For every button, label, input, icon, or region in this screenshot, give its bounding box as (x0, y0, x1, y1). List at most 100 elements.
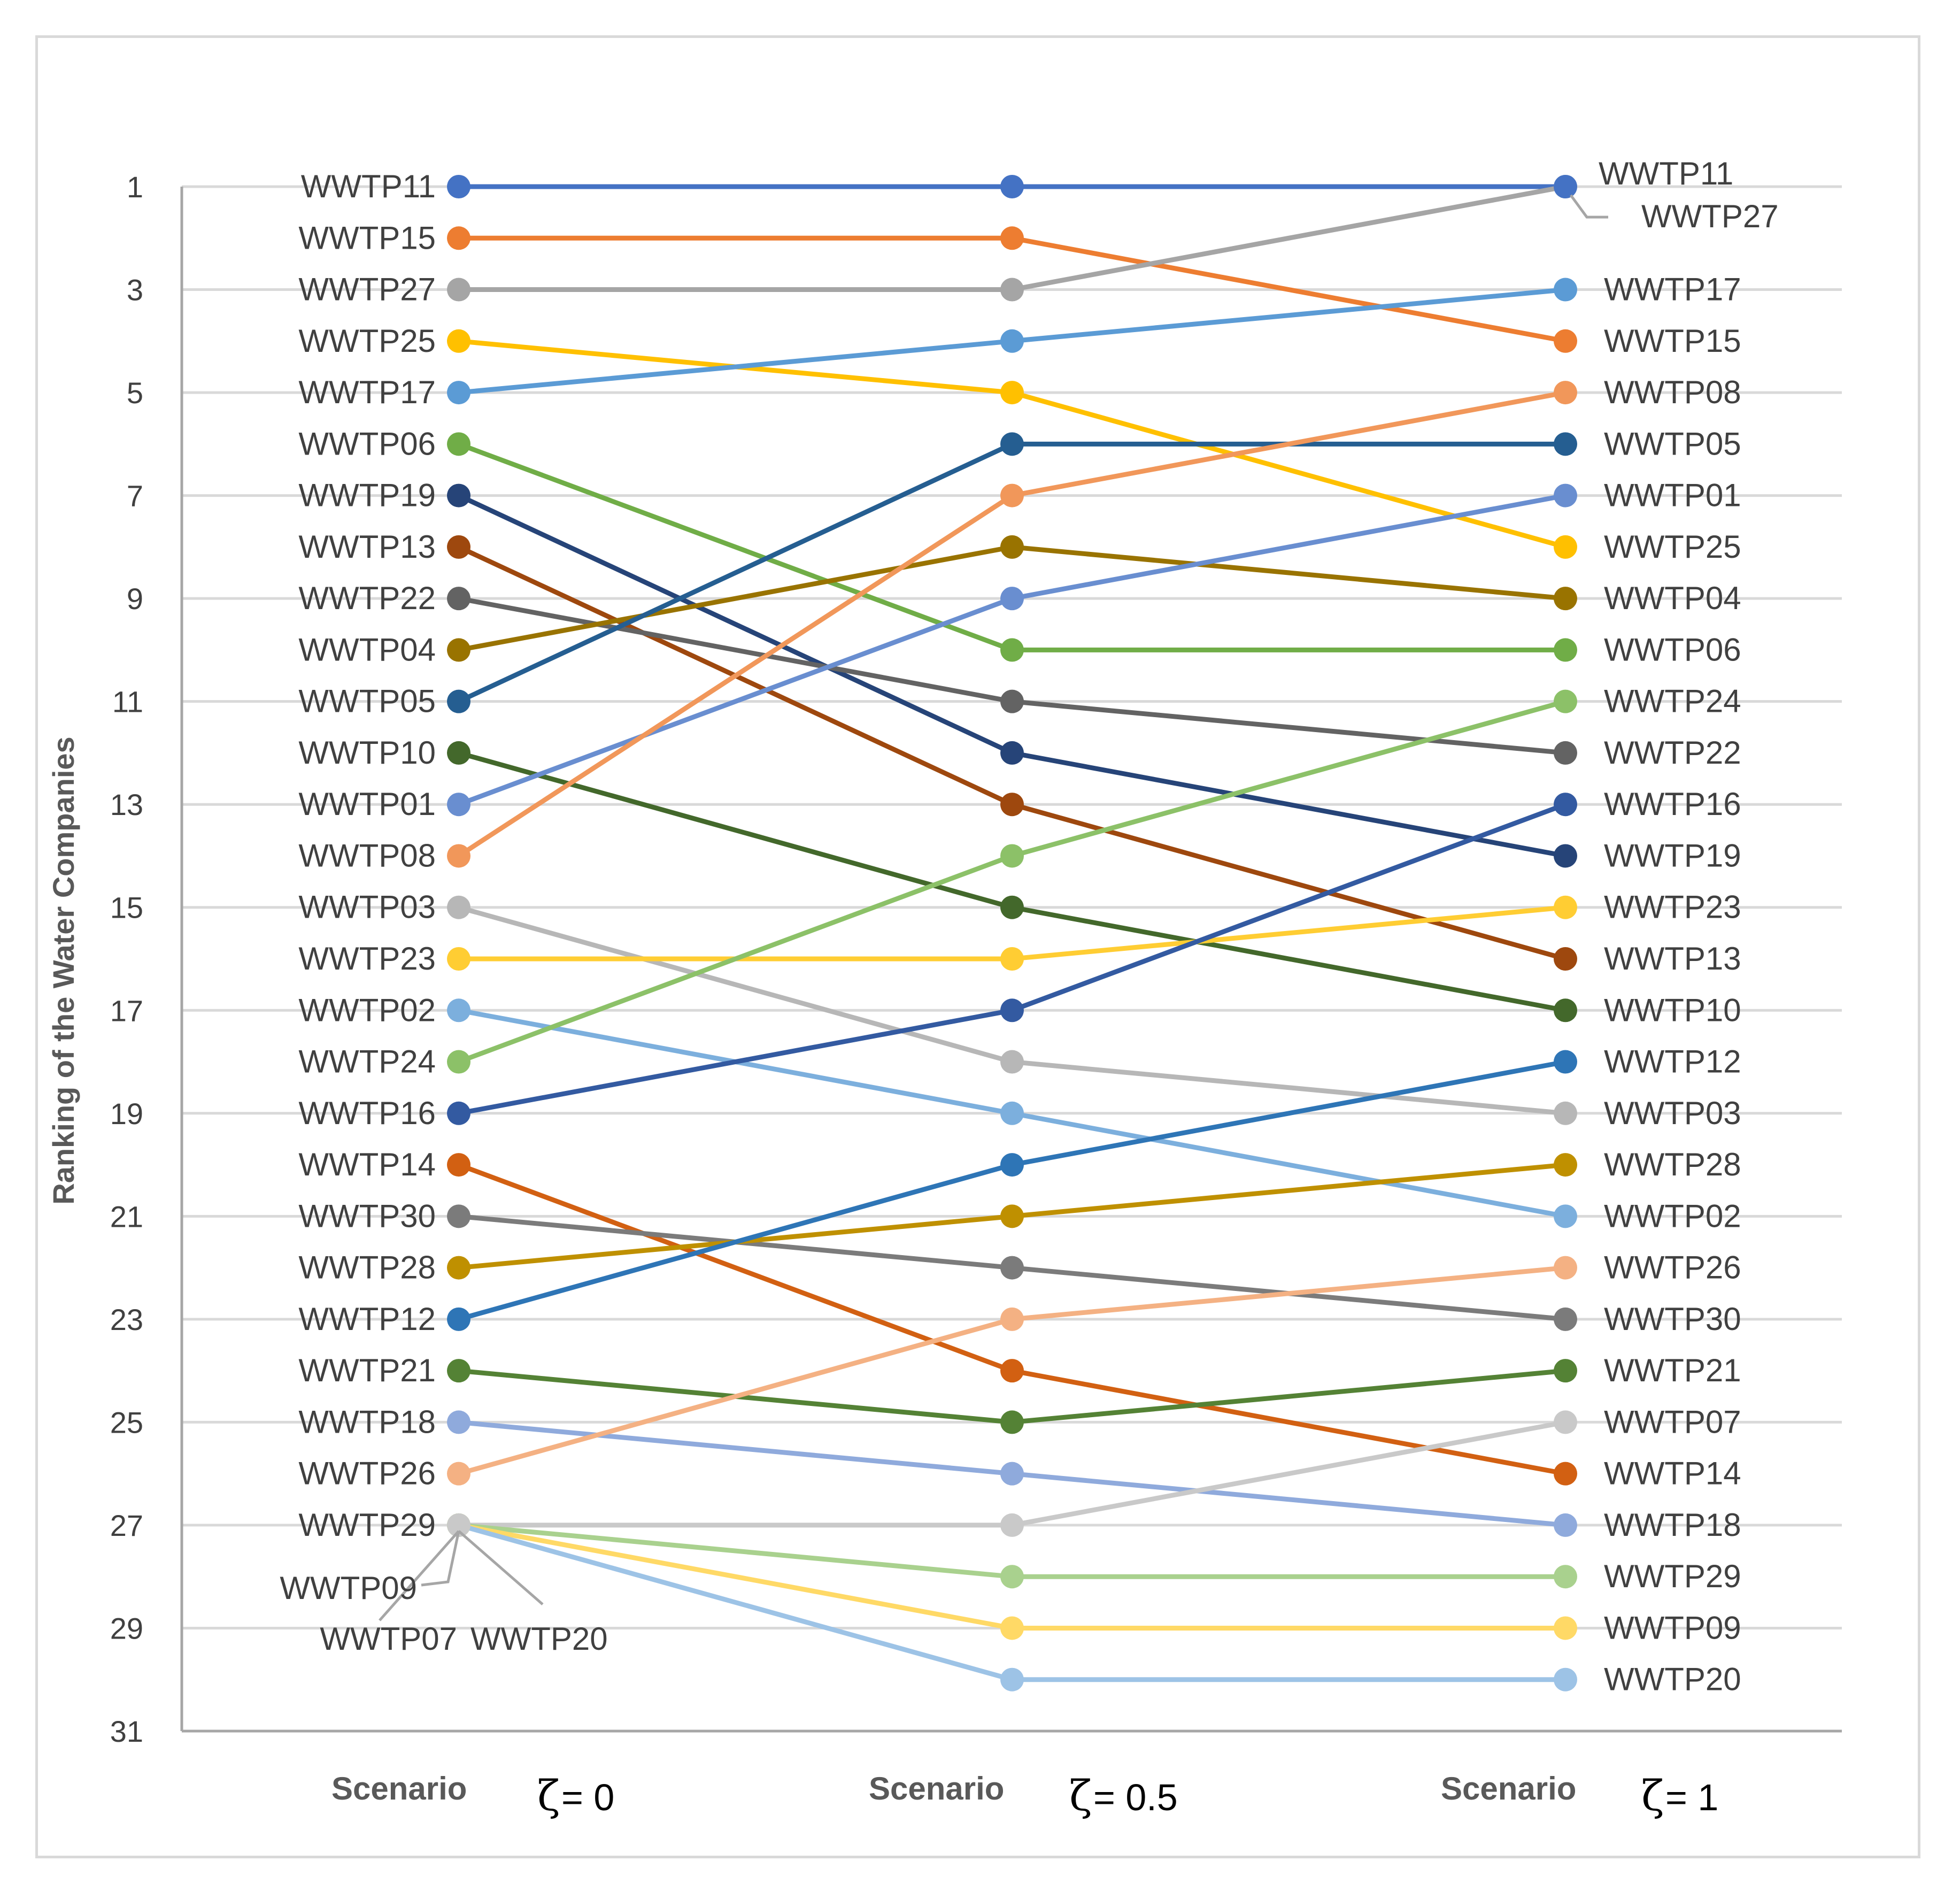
label-left-wwtp13: WWTP13 (298, 529, 436, 565)
y-tick-label: 19 (110, 1097, 143, 1131)
y-tick-label: 29 (110, 1611, 143, 1645)
data-point-wwtp01 (1554, 483, 1577, 508)
data-point-wwtp24 (1554, 689, 1577, 713)
data-point-wwtp11 (1554, 175, 1577, 198)
y-tick-label: 21 (110, 1200, 143, 1233)
data-point-wwtp24 (1000, 844, 1024, 868)
data-point-wwtp22 (1000, 689, 1024, 713)
data-point-wwtp30 (447, 1204, 470, 1228)
data-point-wwtp23 (447, 947, 470, 971)
label-right-wwtp13: WWTP13 (1604, 941, 1741, 977)
label-left-wwtp05: WWTP05 (298, 683, 436, 719)
y-tick-label: 5 (127, 376, 143, 410)
data-point-wwtp25 (447, 329, 470, 353)
data-point-wwtp07 (1554, 1410, 1577, 1434)
data-point-wwtp06 (447, 432, 470, 456)
data-point-wwtp19 (447, 483, 470, 508)
data-point-wwtp17 (447, 381, 470, 405)
y-tick-label: 1 (127, 170, 143, 204)
x-category-label-zeta: ζ (537, 1772, 560, 1820)
data-point-wwtp04 (447, 638, 470, 662)
data-point-wwtp18 (1554, 1513, 1577, 1537)
data-point-wwtp29 (1000, 1565, 1024, 1589)
y-tick-label: 31 (110, 1715, 143, 1748)
leader-line (458, 1530, 544, 1605)
label-right-wwtp18: WWTP18 (1604, 1507, 1741, 1543)
leader-line (379, 1530, 460, 1621)
data-point-wwtp18 (447, 1410, 470, 1434)
data-point-wwtp24 (447, 1050, 470, 1074)
y-tick-label: 25 (110, 1405, 143, 1439)
label-right-wwtp29: WWTP29 (1604, 1558, 1741, 1594)
data-point-wwtp20 (1000, 1667, 1024, 1692)
y-tick-label: 11 (112, 685, 143, 719)
data-point-wwtp25 (1000, 381, 1024, 405)
data-point-wwtp08 (447, 844, 470, 868)
label-right-wwtp04: WWTP04 (1604, 580, 1741, 616)
label-right-wwtp14: WWTP14 (1604, 1456, 1741, 1491)
data-point-wwtp21 (1554, 1359, 1577, 1383)
data-point-wwtp15 (1000, 226, 1024, 250)
label-left-wwtp08: WWTP08 (298, 837, 436, 873)
label-right-wwtp26: WWTP26 (1604, 1250, 1741, 1286)
data-point-wwtp26 (1000, 1307, 1024, 1331)
label-left-wwtp21: WWTP21 (298, 1352, 436, 1388)
chart-frame (35, 35, 1920, 1858)
data-point-wwtp08 (1554, 381, 1577, 405)
data-point-wwtp02 (447, 998, 470, 1022)
x-category-label-zeta: ζ (1641, 1772, 1664, 1820)
data-point-wwtp06 (1000, 638, 1024, 662)
data-point-wwtp12 (447, 1307, 470, 1331)
x-category-label-word: Scenario (1441, 1771, 1576, 1806)
label-left-wwtp12: WWTP12 (298, 1301, 436, 1337)
data-point-wwtp15 (1554, 329, 1577, 353)
series-line-wwtp20 (458, 1523, 1565, 1682)
label-left-wwtp20: WWTP20 (470, 1621, 608, 1657)
label-right-wwtp05: WWTP05 (1604, 426, 1741, 462)
label-right-wwtp11: WWTP11 (1599, 156, 1733, 191)
label-right-wwtp19: WWTP19 (1604, 837, 1741, 873)
data-point-wwtp09 (1554, 1616, 1577, 1640)
data-point-wwtp17 (1000, 329, 1024, 353)
x-category-label-word: Scenario (331, 1771, 467, 1806)
label-left-wwtp14: WWTP14 (298, 1147, 436, 1182)
label-right-wwtp15: WWTP15 (1604, 323, 1741, 359)
data-point-wwtp07 (447, 1513, 470, 1537)
x-category-label-zeta: ζ (1069, 1772, 1092, 1820)
data-point-wwtp19 (1554, 844, 1577, 868)
x-category-label-value: = 0.5 (1093, 1777, 1178, 1818)
label-left-wwtp22: WWTP22 (298, 580, 436, 616)
data-point-wwtp03 (1554, 1101, 1577, 1125)
label-left-wwtp30: WWTP30 (298, 1198, 436, 1234)
data-point-wwtp07 (1000, 1513, 1024, 1537)
label-left-wwtp03: WWTP03 (298, 889, 436, 925)
y-tick-label: 13 (110, 788, 143, 821)
data-point-wwtp10 (1000, 895, 1024, 919)
label-right-wwtp17: WWTP17 (1604, 272, 1741, 307)
label-left-wwtp06: WWTP06 (298, 426, 436, 462)
data-point-wwtp13 (1554, 947, 1577, 971)
data-point-wwtp21 (1000, 1410, 1024, 1434)
label-left-wwtp15: WWTP15 (298, 220, 436, 256)
y-tick-label: 27 (110, 1509, 143, 1542)
data-point-wwtp16 (447, 1101, 470, 1125)
data-point-wwtp28 (1000, 1204, 1024, 1228)
label-right-wwtp23: WWTP23 (1604, 889, 1741, 925)
data-point-wwtp06 (1554, 638, 1577, 662)
data-point-wwtp30 (1000, 1256, 1024, 1280)
data-point-wwtp14 (447, 1153, 470, 1177)
data-point-wwtp10 (447, 741, 470, 765)
label-left-wwtp16: WWTP16 (298, 1095, 436, 1131)
label-left-wwtp28: WWTP28 (298, 1250, 436, 1286)
data-point-wwtp10 (1554, 998, 1577, 1022)
label-right-wwtp06: WWTP06 (1604, 632, 1741, 667)
label-right-wwtp16: WWTP16 (1604, 786, 1741, 822)
data-point-wwtp15 (447, 226, 470, 250)
label-right-wwtp25: WWTP25 (1604, 529, 1741, 565)
label-right-wwtp10: WWTP10 (1604, 992, 1741, 1028)
y-tick-label: 17 (110, 994, 143, 1027)
data-point-wwtp02 (1554, 1204, 1577, 1228)
data-point-wwtp04 (1000, 535, 1024, 559)
data-point-wwtp13 (1000, 793, 1024, 817)
label-left-wwtp25: WWTP25 (298, 323, 436, 359)
